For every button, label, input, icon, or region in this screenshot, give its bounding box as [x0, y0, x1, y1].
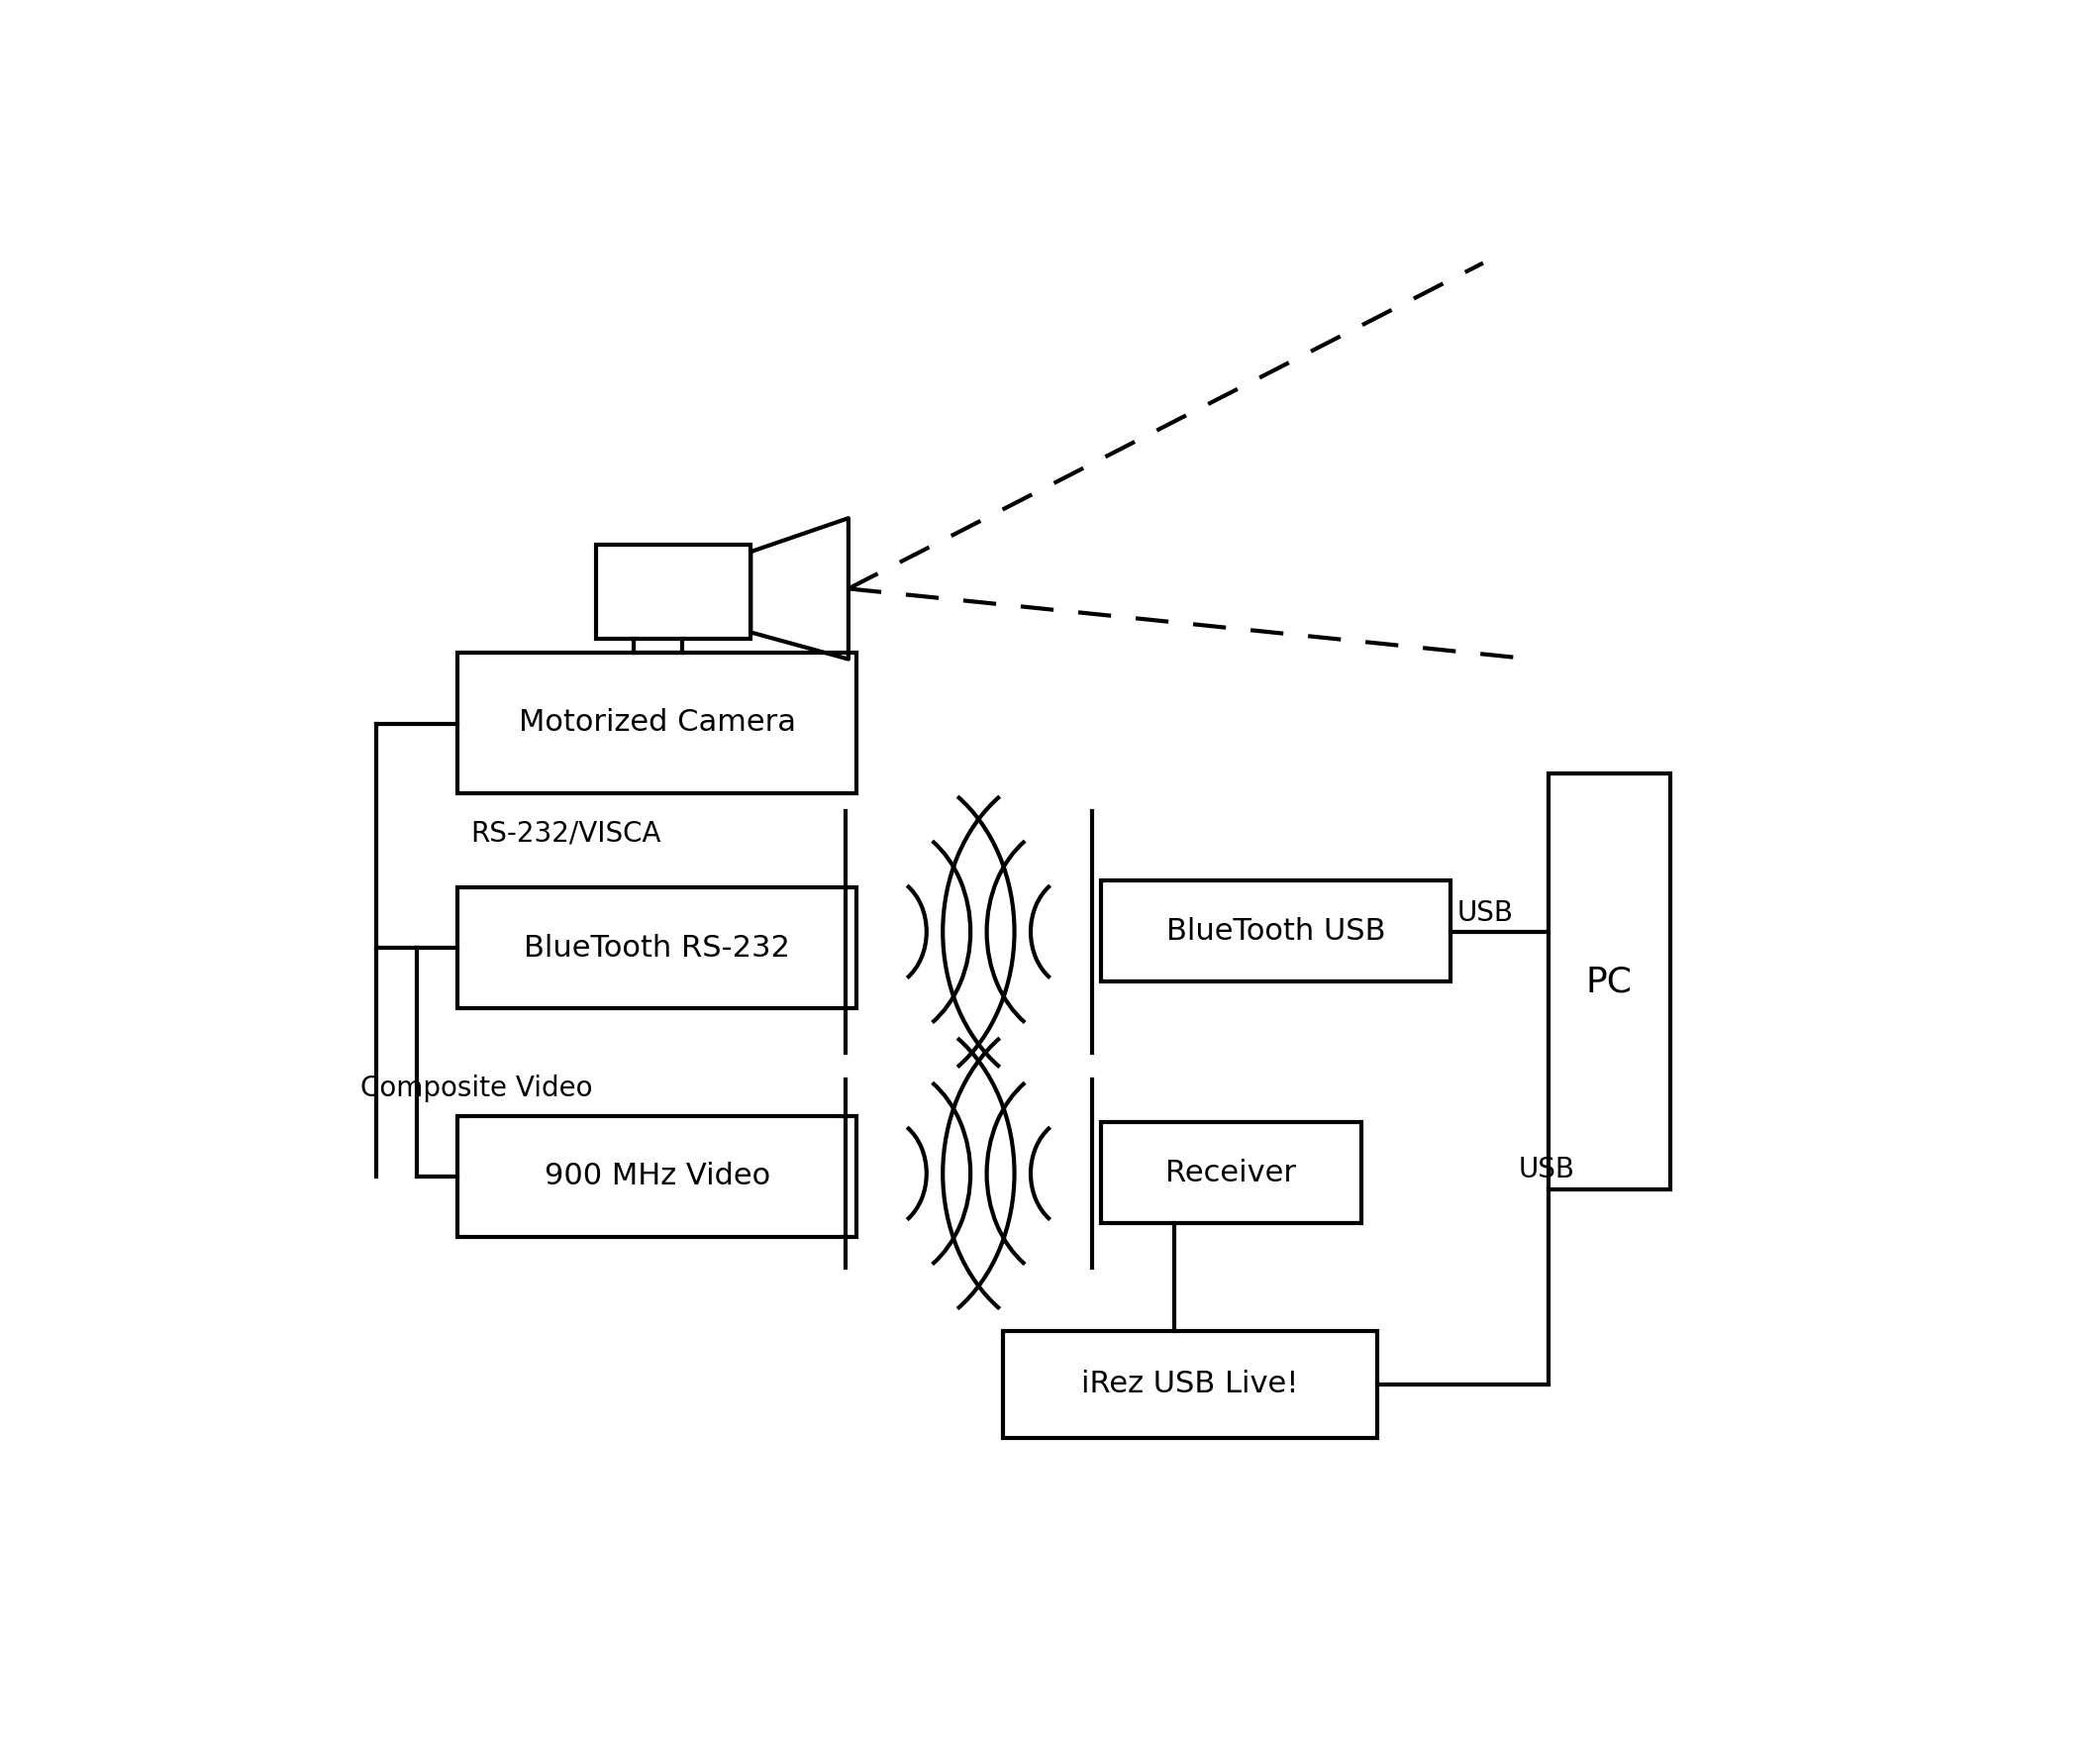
Text: RS-232/VISCA: RS-232/VISCA: [470, 820, 662, 848]
FancyBboxPatch shape: [1548, 773, 1670, 1189]
FancyBboxPatch shape: [1100, 881, 1451, 982]
FancyBboxPatch shape: [596, 544, 752, 638]
FancyBboxPatch shape: [458, 652, 857, 794]
Text: Composite Video: Composite Video: [361, 1074, 592, 1102]
Text: BlueTooth USB: BlueTooth USB: [1166, 917, 1386, 945]
FancyBboxPatch shape: [458, 1116, 857, 1236]
Text: Receiver: Receiver: [1166, 1158, 1296, 1188]
Text: 900 MHz Video: 900 MHz Video: [544, 1162, 771, 1191]
FancyBboxPatch shape: [458, 888, 857, 1008]
FancyBboxPatch shape: [1100, 1123, 1361, 1223]
FancyBboxPatch shape: [1004, 1331, 1378, 1439]
Text: USB: USB: [1518, 1156, 1575, 1184]
Text: USB: USB: [1457, 900, 1514, 926]
Text: Motorized Camera: Motorized Camera: [519, 708, 796, 738]
Text: iRez USB Live!: iRez USB Live!: [1082, 1371, 1298, 1399]
Text: BlueTooth RS-232: BlueTooth RS-232: [525, 933, 790, 963]
Text: PC: PC: [1586, 964, 1632, 998]
